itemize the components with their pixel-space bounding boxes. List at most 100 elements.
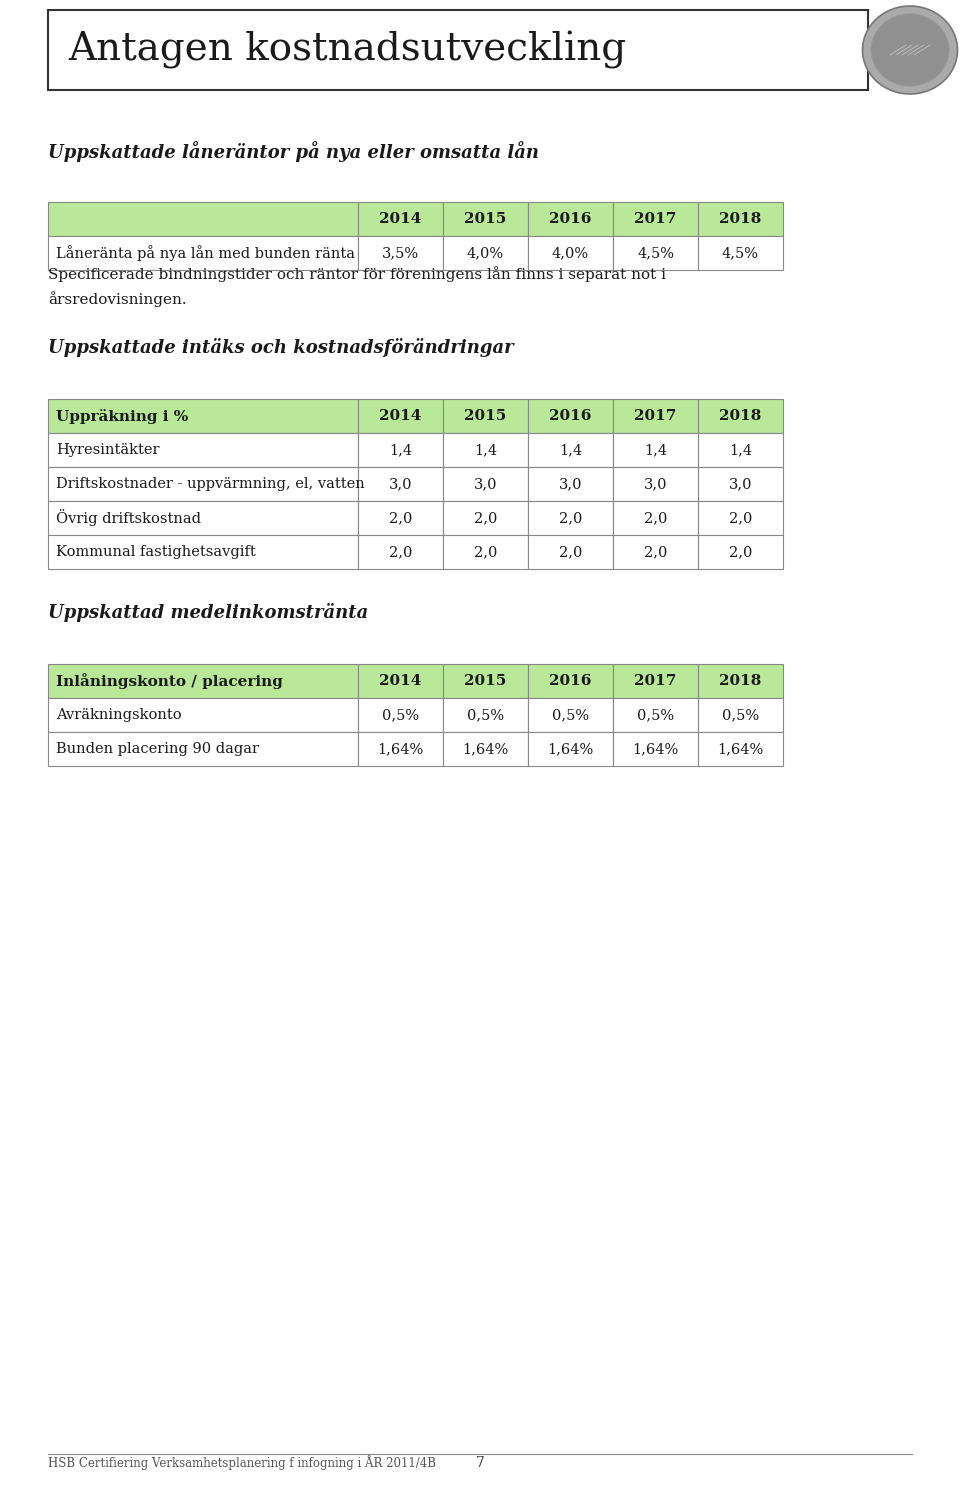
Bar xyxy=(528,467,613,500)
Text: 2017: 2017 xyxy=(635,410,677,423)
Bar xyxy=(443,535,528,569)
Text: 7: 7 xyxy=(475,1456,485,1470)
Text: 4,5%: 4,5% xyxy=(722,246,759,260)
Bar xyxy=(48,535,358,569)
Bar xyxy=(698,236,783,271)
Text: 4,0%: 4,0% xyxy=(467,246,504,260)
Text: 1,64%: 1,64% xyxy=(377,742,423,756)
Text: 2015: 2015 xyxy=(465,410,507,423)
Ellipse shape xyxy=(862,6,957,94)
Text: 1,64%: 1,64% xyxy=(633,742,679,756)
Bar xyxy=(48,732,358,767)
Text: 0,5%: 0,5% xyxy=(722,708,759,723)
Bar xyxy=(443,236,528,271)
Text: Låneränta på nya lån med bunden ränta: Låneränta på nya lån med bunden ränta xyxy=(56,245,355,262)
Text: 3,0: 3,0 xyxy=(559,476,583,491)
Bar xyxy=(358,535,443,569)
Bar xyxy=(358,236,443,271)
Bar xyxy=(358,732,443,767)
Text: 2,0: 2,0 xyxy=(474,511,497,525)
Bar xyxy=(698,699,783,732)
Text: Bunden placering 90 dagar: Bunden placering 90 dagar xyxy=(56,742,259,756)
Text: 1,4: 1,4 xyxy=(559,443,582,457)
Text: 4,0%: 4,0% xyxy=(552,246,589,260)
Bar xyxy=(698,432,783,467)
Bar xyxy=(528,236,613,271)
Text: Specificerade bindningstider och räntor för föreningens lån finns i separat not : Specificerade bindningstider och räntor … xyxy=(48,266,666,283)
Bar xyxy=(48,500,358,535)
Bar xyxy=(528,699,613,732)
Text: 2016: 2016 xyxy=(549,410,591,423)
Text: 3,5%: 3,5% xyxy=(382,246,420,260)
Text: 1,64%: 1,64% xyxy=(463,742,509,756)
Text: 2016: 2016 xyxy=(549,212,591,225)
Text: Övrig driftskostnad: Övrig driftskostnad xyxy=(56,510,201,526)
Bar xyxy=(48,203,358,236)
Text: 1,4: 1,4 xyxy=(644,443,667,457)
Bar xyxy=(613,699,698,732)
Text: 2,0: 2,0 xyxy=(559,544,582,559)
Bar xyxy=(528,535,613,569)
Bar xyxy=(528,732,613,767)
Bar xyxy=(443,732,528,767)
Text: 1,4: 1,4 xyxy=(474,443,497,457)
Bar xyxy=(48,664,358,699)
Text: 2017: 2017 xyxy=(635,674,677,688)
Text: 2014: 2014 xyxy=(379,212,421,225)
Text: Hyresintäkter: Hyresintäkter xyxy=(56,443,159,457)
Text: 4,5%: 4,5% xyxy=(637,246,674,260)
Text: Uppräkning i %: Uppräkning i % xyxy=(56,408,188,423)
Bar xyxy=(358,699,443,732)
Bar xyxy=(443,467,528,500)
Bar xyxy=(358,467,443,500)
Bar xyxy=(528,432,613,467)
Text: 2,0: 2,0 xyxy=(389,511,412,525)
Text: HSB Certifiering Verksamhetsplanering f infogning i ÅR 2011/4B: HSB Certifiering Verksamhetsplanering f … xyxy=(48,1455,436,1470)
Text: Uppskattade intäks och kostnadsförändringar: Uppskattade intäks och kostnadsförändrin… xyxy=(48,339,514,357)
Bar xyxy=(613,535,698,569)
Bar xyxy=(358,432,443,467)
Text: Uppskattad medelinkomstränta: Uppskattad medelinkomstränta xyxy=(48,603,369,621)
Text: Inlåningskonto / placering: Inlåningskonto / placering xyxy=(56,673,283,689)
Text: 1,64%: 1,64% xyxy=(717,742,763,756)
Bar xyxy=(698,467,783,500)
Bar xyxy=(698,500,783,535)
Bar xyxy=(48,236,358,271)
Bar xyxy=(698,664,783,699)
Bar xyxy=(48,699,358,732)
Bar xyxy=(613,236,698,271)
Bar xyxy=(443,664,528,699)
Bar xyxy=(443,500,528,535)
Bar xyxy=(698,732,783,767)
Bar xyxy=(48,399,358,432)
Text: 2,0: 2,0 xyxy=(389,544,412,559)
Text: 0,5%: 0,5% xyxy=(552,708,589,723)
Text: 3,0: 3,0 xyxy=(729,476,753,491)
Bar xyxy=(443,432,528,467)
Bar xyxy=(358,500,443,535)
Bar xyxy=(613,467,698,500)
Text: 2018: 2018 xyxy=(719,212,761,225)
Text: 3,0: 3,0 xyxy=(473,476,497,491)
Text: 0,5%: 0,5% xyxy=(382,708,420,723)
Text: Avräkningskonto: Avräkningskonto xyxy=(56,708,181,723)
Bar xyxy=(698,399,783,432)
Bar xyxy=(613,500,698,535)
Text: 1,4: 1,4 xyxy=(729,443,752,457)
Bar xyxy=(613,399,698,432)
Text: 1,4: 1,4 xyxy=(389,443,412,457)
Text: 2014: 2014 xyxy=(379,410,421,423)
Bar xyxy=(48,11,868,91)
Text: 2014: 2014 xyxy=(379,674,421,688)
Bar xyxy=(528,664,613,699)
Bar xyxy=(528,203,613,236)
Bar xyxy=(528,399,613,432)
Bar xyxy=(48,467,358,500)
Bar xyxy=(443,699,528,732)
Bar xyxy=(698,203,783,236)
Bar xyxy=(443,203,528,236)
Bar xyxy=(358,203,443,236)
Text: Driftskostnader - uppvärmning, el, vatten: Driftskostnader - uppvärmning, el, vatte… xyxy=(56,476,365,491)
Text: Uppskattade låneräntor på nya eller omsatta lån: Uppskattade låneräntor på nya eller omsa… xyxy=(48,141,539,162)
Bar xyxy=(698,535,783,569)
